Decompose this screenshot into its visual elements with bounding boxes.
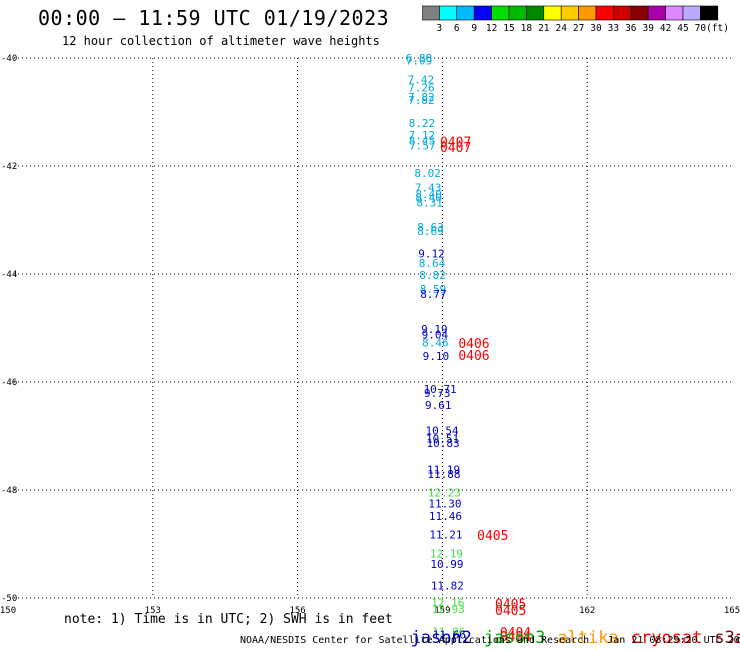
wave-height-label: 8.69 — [417, 225, 444, 238]
wave-height-label: 7.12 — [409, 129, 436, 142]
wave-height-label: 11.19 — [427, 463, 460, 476]
chart-subtitle: 12 hour collection of altimeter wave hei… — [62, 34, 380, 48]
pass-time-label: 0406 — [458, 337, 489, 352]
chart-title: 00:00 — 11:59 UTC 01/19/2023 — [38, 6, 390, 30]
colorbar-tick: 30 — [590, 23, 602, 34]
wave-height-label: 6.88 — [406, 52, 433, 65]
wave-height-label: 9.12 — [418, 247, 445, 260]
colorbar-tick: 3 — [437, 23, 443, 34]
colorbar-tick: 39 — [642, 23, 654, 34]
x-tick-label: 150 — [0, 606, 16, 616]
wave-height-label: 12.93 — [432, 603, 465, 616]
colorbar-tick: 18 — [521, 23, 533, 34]
wave-height-label: 11.96 — [432, 625, 465, 638]
wave-height-label: 8.64 — [419, 257, 446, 270]
pass-time-label: 0405 — [495, 597, 526, 612]
wave-height-label: 9.73 — [424, 387, 451, 400]
wave-height-label: 8.40 — [415, 191, 442, 204]
wave-height-label: 8.77 — [420, 288, 447, 301]
wave-height-label: 12.19 — [430, 548, 463, 561]
wave-height-label: 10.54 — [426, 425, 459, 438]
x-tick-label: 162 — [579, 606, 595, 616]
pass-time-label: 0405 — [477, 529, 508, 544]
wave-height-label: 8.46 — [422, 337, 449, 350]
colorbar-unit: (ft) — [706, 23, 729, 34]
x-tick-label: 156 — [289, 606, 305, 616]
wave-height-label: 11.21 — [429, 528, 462, 541]
colorbar-tick: 70 — [695, 23, 707, 34]
y-tick-label: -48 — [1, 486, 17, 496]
wave-height-label: 7.57 — [409, 139, 436, 152]
colorbar-tick: 6 — [454, 23, 460, 34]
wave-height-label: 8.22 — [409, 117, 436, 130]
colorbar-tick: 9 — [471, 23, 477, 34]
footer-note: note: 1) Time is in UTC; 2) SWH is in fe… — [64, 612, 393, 627]
wave-height-label: 7.43 — [415, 182, 442, 195]
y-tick-label: -44 — [1, 270, 17, 280]
legend-item-cryosat: cryosat — [630, 628, 703, 648]
legend-item-altika: altika — [557, 628, 619, 648]
colorbar-tick: 45 — [677, 23, 688, 34]
colorbar-tick: 36 — [625, 23, 637, 34]
y-tick-label: -42 — [1, 162, 17, 172]
wave-height-label: 8.40 — [415, 188, 442, 201]
wave-height-label: 11.88 — [427, 468, 460, 481]
wave-height-label: 7.09 — [406, 55, 433, 68]
pass-time-label: 0405 — [495, 604, 526, 619]
wave-height-colorbar: 3 6 9 12 15 18 21 24 27 30 33 36 39 42 45 70 (ft) — [422, 5, 729, 34]
legend-item-s3a: s3a — [714, 628, 740, 648]
colorbar-tick: 15 — [503, 23, 514, 34]
wave-height-label: 11.66 — [433, 629, 466, 642]
y-tick-label: -46 — [1, 378, 17, 388]
satellite-legend: jason2 jason3 altika cryosat s3a — [390, 608, 740, 648]
wave-height-label: 10.71 — [424, 383, 457, 396]
y-tick-label: -40 — [1, 54, 17, 64]
x-tick-label: 153 — [145, 606, 161, 616]
wave-height-label: 7.82 — [408, 91, 435, 104]
wave-height-label: 8.63 — [417, 221, 444, 234]
colorbar-tick: 21 — [538, 23, 550, 34]
colorbar-tick: 27 — [573, 23, 584, 34]
legend-item-jason3: jason3 — [483, 628, 546, 648]
colorbar-tick: 24 — [555, 23, 567, 34]
wave-height-label: 8.02 — [414, 167, 441, 180]
wave-height-label: 8.59 — [420, 283, 447, 296]
wave-height-label: 8.82 — [419, 269, 446, 282]
wave-height-label: 10.99 — [430, 558, 463, 571]
wave-height-label: 9.04 — [422, 328, 449, 341]
wave-height-label: 7.42 — [408, 74, 435, 87]
wave-height-label: 10.51 — [426, 433, 459, 446]
wave-height-label: 11.82 — [431, 580, 464, 593]
wave-height-label: 11.46 — [429, 510, 462, 523]
wave-height-label: 8.31 — [416, 197, 443, 210]
wave-height-label: 7.82 — [408, 94, 435, 107]
colorbar-swatch — [700, 5, 719, 21]
credit-line: NOAA/NESDIS Center for Satellite Applica… — [240, 635, 740, 646]
wave-height-label: 9.19 — [421, 323, 448, 336]
y-tick-label: -50 — [1, 594, 17, 604]
wave-height-label: 7.26 — [408, 82, 435, 95]
colorbar-tick: 42 — [660, 23, 671, 34]
pass-time-label: 0407 — [440, 141, 471, 156]
pass-time-label: 0404 — [500, 630, 531, 645]
wave-height-label: 10.83 — [426, 437, 459, 450]
colorbar-tick: 12 — [486, 23, 497, 34]
pass-time-label: 0404 — [500, 626, 531, 641]
x-tick-label: 165 — [724, 606, 740, 616]
colorbar-tick: 33 — [608, 23, 619, 34]
wave-height-label: 8.45 — [409, 135, 436, 148]
pass-time-label: 0407 — [440, 136, 471, 151]
wave-height-label: 12.16 — [431, 596, 464, 609]
wave-height-label: 9.10 — [423, 350, 450, 363]
wave-height-label: 11.30 — [428, 498, 461, 511]
x-tick-label: 159 — [434, 606, 450, 616]
legend-item-jason2: jason2 — [410, 628, 472, 648]
wave-height-label: 12.23 — [428, 487, 461, 500]
wave-height-label: 9.61 — [425, 399, 452, 412]
pass-time-label: 0406 — [458, 349, 489, 364]
